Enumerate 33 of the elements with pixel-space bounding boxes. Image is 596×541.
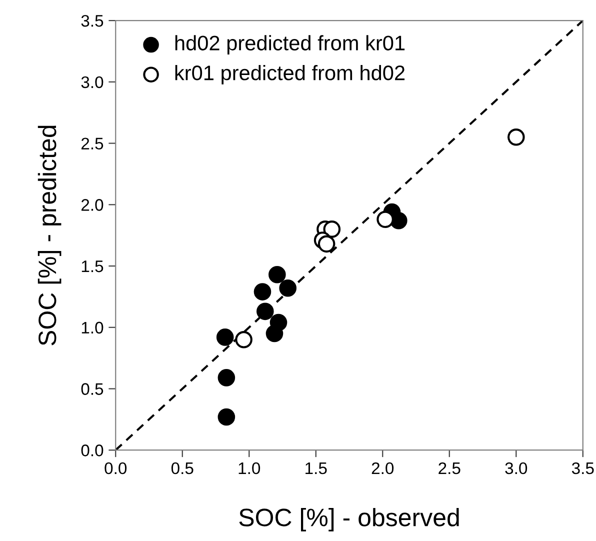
x-tick-label: 2.0 bbox=[372, 462, 394, 474]
legend-label: kr01 predicted from hd02 bbox=[175, 64, 405, 84]
point bbox=[507, 128, 525, 146]
x-tick-label: 3.5 bbox=[572, 462, 594, 474]
point bbox=[218, 369, 236, 386]
point bbox=[266, 324, 284, 342]
x-tick-label: 3.0 bbox=[505, 462, 528, 474]
x-tick-label: 0.0 bbox=[104, 462, 127, 474]
x-tick-label: 1.0 bbox=[238, 462, 260, 474]
x-tick-label: 1.5 bbox=[306, 462, 327, 474]
y-tick-label: 1.0 bbox=[82, 322, 104, 334]
point bbox=[218, 408, 236, 426]
x-axis-title: SOC [%] - observed bbox=[239, 508, 459, 532]
point bbox=[376, 210, 394, 228]
y-tick-label: 1.5 bbox=[82, 260, 104, 272]
y-tick-label: 2.0 bbox=[81, 199, 104, 211]
y-tick-label: 2.5 bbox=[81, 138, 104, 150]
point bbox=[235, 331, 252, 348]
point bbox=[323, 220, 341, 238]
y-axis-title: SOC [%] - predicted bbox=[38, 126, 62, 346]
point bbox=[216, 328, 234, 346]
y-tick-label: 3.5 bbox=[81, 14, 104, 27]
x-tick-label: 2.5 bbox=[438, 462, 460, 474]
y-tick-label: 0.5 bbox=[81, 383, 104, 395]
point bbox=[256, 302, 274, 320]
y-tick-label: 3.0 bbox=[81, 76, 104, 88]
legend-label: hd02 predicted from kr01 bbox=[175, 35, 405, 55]
y-tick-label: 0.0 bbox=[81, 444, 104, 456]
x-tick-label: 0.5 bbox=[171, 462, 194, 474]
point bbox=[254, 283, 272, 300]
point bbox=[318, 235, 336, 253]
point bbox=[279, 279, 296, 297]
point bbox=[268, 266, 286, 284]
